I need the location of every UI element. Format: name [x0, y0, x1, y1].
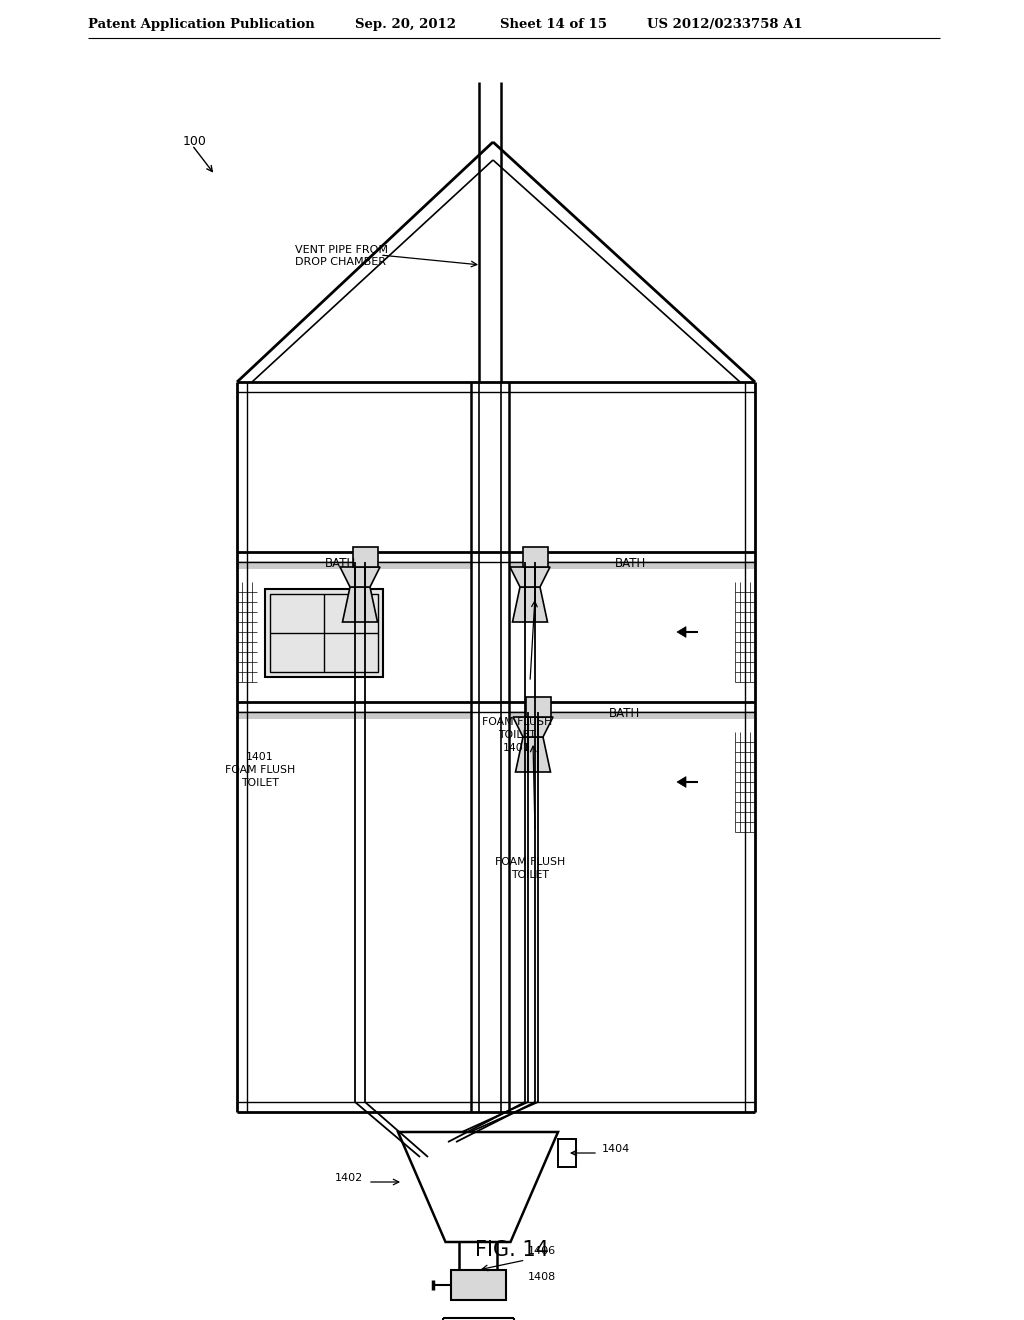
Polygon shape — [512, 587, 548, 622]
Polygon shape — [677, 627, 686, 638]
Text: FIG. 14: FIG. 14 — [475, 1239, 549, 1261]
Text: 1404: 1404 — [602, 1144, 630, 1154]
Text: US 2012/0233758 A1: US 2012/0233758 A1 — [647, 18, 803, 30]
Text: Patent Application Publication: Patent Application Publication — [88, 18, 314, 30]
Polygon shape — [510, 568, 550, 587]
Text: 100: 100 — [183, 135, 207, 148]
Text: VENT PIPE FROM
DROP CHAMBER: VENT PIPE FROM DROP CHAMBER — [295, 246, 388, 268]
Polygon shape — [340, 568, 380, 587]
Text: 1406: 1406 — [527, 1246, 556, 1257]
Bar — [522, 546, 548, 568]
Polygon shape — [513, 717, 553, 737]
Bar — [525, 697, 551, 717]
Text: FOAM FLUSH
TOILET: FOAM FLUSH TOILET — [495, 857, 565, 880]
Bar — [352, 546, 378, 568]
Text: BATH: BATH — [614, 557, 645, 570]
Text: BATH: BATH — [609, 708, 641, 719]
Text: 1408: 1408 — [527, 1272, 556, 1282]
Bar — [265, 589, 383, 677]
Polygon shape — [677, 776, 686, 788]
Text: 1401
FOAM FLUSH
TOILET: 1401 FOAM FLUSH TOILET — [225, 752, 295, 788]
Polygon shape — [342, 587, 378, 622]
Text: 1402: 1402 — [335, 1173, 362, 1183]
Text: Sheet 14 of 15: Sheet 14 of 15 — [500, 18, 607, 30]
Bar — [451, 1270, 506, 1300]
Bar — [558, 1139, 575, 1167]
Bar — [270, 594, 378, 672]
Polygon shape — [515, 737, 551, 772]
Text: FOAM FLUSH
TOILET
1401: FOAM FLUSH TOILET 1401 — [482, 717, 552, 754]
Text: BATH: BATH — [325, 557, 355, 570]
Text: Sep. 20, 2012: Sep. 20, 2012 — [355, 18, 456, 30]
